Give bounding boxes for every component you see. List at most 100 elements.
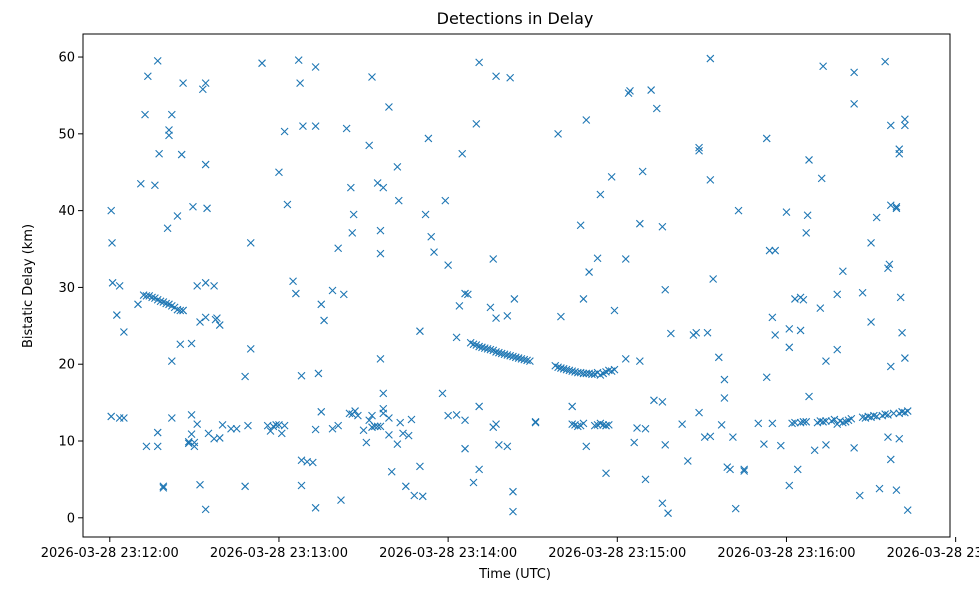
data-point <box>604 420 613 429</box>
y-tick-label: 0 <box>67 511 75 526</box>
data-point <box>213 314 221 323</box>
data-point <box>492 348 500 356</box>
data-point <box>246 238 255 247</box>
data-point <box>201 160 210 169</box>
data-point <box>858 288 867 297</box>
data-point <box>362 438 371 447</box>
data-point <box>291 289 300 298</box>
data-point <box>503 351 512 359</box>
data-point <box>416 462 424 471</box>
data-point <box>900 115 909 124</box>
data-point <box>652 104 661 113</box>
data-point <box>734 206 743 215</box>
data-point <box>241 372 250 381</box>
data-point <box>588 370 596 379</box>
data-point <box>115 281 124 290</box>
data-point <box>630 438 639 447</box>
data-point <box>641 475 650 484</box>
data-point <box>898 328 906 337</box>
data-point <box>107 412 116 421</box>
data-point <box>731 504 740 513</box>
data-point <box>582 442 591 451</box>
data-point <box>461 289 469 298</box>
data-point <box>203 204 211 213</box>
data-point <box>565 366 574 375</box>
data-point <box>768 419 777 428</box>
data-point <box>762 373 771 382</box>
data-point <box>492 72 500 81</box>
data-point <box>297 371 306 380</box>
data-point <box>427 232 436 241</box>
data-point <box>368 411 376 420</box>
data-point <box>626 86 634 95</box>
data-point <box>339 290 348 299</box>
data-point <box>311 63 320 71</box>
data-point <box>461 444 469 453</box>
data-point <box>196 480 204 489</box>
data-point <box>438 389 447 398</box>
data-point <box>317 300 326 309</box>
data-point <box>802 417 811 426</box>
data-point <box>354 411 362 420</box>
data-point <box>557 364 565 372</box>
data-point <box>444 261 453 270</box>
data-point <box>576 221 585 230</box>
data-point <box>365 141 374 150</box>
data-point <box>483 344 492 353</box>
data-point <box>903 407 912 415</box>
data-point <box>376 249 385 258</box>
data-point <box>163 224 172 233</box>
data-point <box>793 465 802 474</box>
data-point <box>480 344 489 352</box>
data-point <box>599 420 608 429</box>
data-point <box>162 299 171 308</box>
data-point <box>610 365 619 374</box>
data-point <box>407 415 416 424</box>
data-point <box>142 291 151 300</box>
data-point <box>568 420 577 429</box>
y-tick-label: 20 <box>58 358 75 373</box>
data-point <box>107 206 116 215</box>
data-point <box>346 183 355 192</box>
data-point <box>509 352 517 361</box>
data-point <box>585 268 593 276</box>
data-point <box>554 363 562 372</box>
data-point <box>112 311 121 319</box>
data-point <box>658 222 667 231</box>
data-point <box>833 345 842 354</box>
data-point <box>349 210 358 219</box>
data-point <box>486 345 495 354</box>
data-point <box>621 255 630 263</box>
data-point <box>277 429 286 438</box>
data-point <box>822 357 830 366</box>
data-point <box>900 354 909 362</box>
data-point <box>328 286 337 295</box>
data-point <box>241 482 250 491</box>
data-point <box>187 430 196 438</box>
data-point <box>802 229 811 237</box>
data-point <box>754 419 763 428</box>
data-point <box>520 355 529 364</box>
data-point <box>635 219 644 228</box>
data-point <box>610 306 619 315</box>
data-point <box>838 267 847 276</box>
data-point <box>475 58 484 67</box>
data-point <box>385 103 393 111</box>
data-point <box>244 421 252 430</box>
data-point <box>311 425 320 434</box>
data-point <box>805 392 813 401</box>
data-point <box>155 149 164 158</box>
data-point <box>424 134 433 143</box>
data-point <box>900 121 909 130</box>
data-point <box>647 86 656 94</box>
data-point <box>568 402 577 411</box>
data-point <box>703 328 712 337</box>
data-point <box>885 260 894 269</box>
data-point <box>810 446 819 455</box>
data-point <box>345 409 354 418</box>
data-point <box>472 119 481 128</box>
y-tick-label: 50 <box>58 127 75 142</box>
data-point <box>638 167 647 176</box>
data-point <box>500 350 509 359</box>
data-point <box>165 131 173 140</box>
